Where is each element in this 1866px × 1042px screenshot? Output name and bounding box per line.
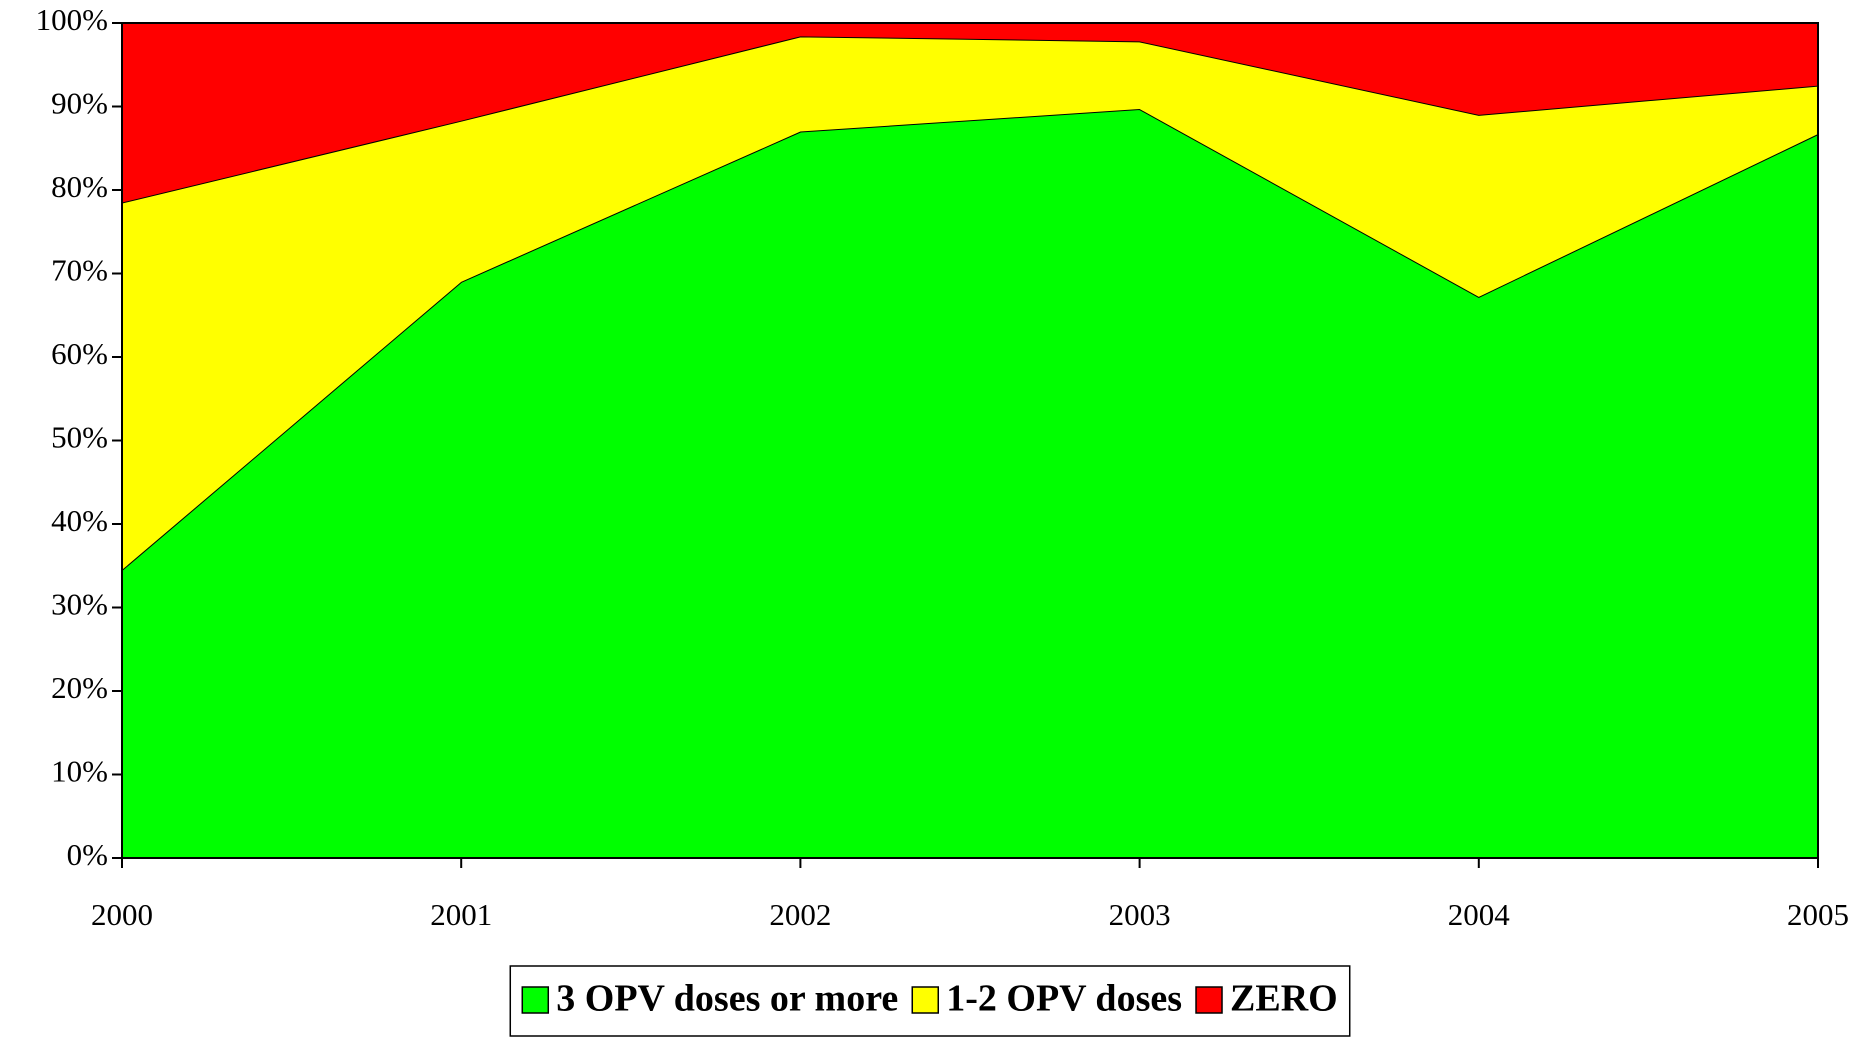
y-tick-label: 100% xyxy=(36,2,108,37)
legend-label: ZERO xyxy=(1230,978,1338,1020)
y-tick-label: 40% xyxy=(51,503,108,538)
x-tick-label: 2005 xyxy=(1787,897,1849,932)
legend-swatch xyxy=(521,986,550,1014)
x-tick-label: 2004 xyxy=(1448,897,1511,932)
plot-area xyxy=(121,22,1819,858)
y-tick-label: 20% xyxy=(51,670,108,705)
area xyxy=(122,109,1818,858)
legend-swatch xyxy=(1195,986,1223,1014)
legend-label: 1-2 OPV doses xyxy=(946,978,1182,1020)
y-tick-label: 60% xyxy=(51,336,108,371)
y-tick-label: 90% xyxy=(51,86,108,121)
y-tick-label: 10% xyxy=(51,754,108,789)
x-tick-label: 2003 xyxy=(1109,897,1171,932)
area xyxy=(122,23,1818,203)
x-tick-label: 2001 xyxy=(430,897,492,932)
x-tick-label: 2000 xyxy=(91,897,153,932)
y-tick-label: 30% xyxy=(51,587,108,622)
y-tick-label: 80% xyxy=(51,169,108,204)
area xyxy=(122,36,1818,570)
y-tick-label: 0% xyxy=(67,837,108,872)
y-tick-label: 50% xyxy=(51,420,108,455)
axes: 0% 10% 20% 30% 40% 50% 60% 70% 80% 90% 100% 2000 200… xyxy=(36,2,1849,932)
legend: 3 OPV doses or more 1-2 OPV doses ZERO xyxy=(509,965,1351,1037)
y-tick-label: 70% xyxy=(51,253,108,288)
legend-swatch xyxy=(911,986,940,1014)
legend-label: 3 OPV doses or more xyxy=(556,978,898,1020)
x-tick-label: 2002 xyxy=(769,897,831,932)
